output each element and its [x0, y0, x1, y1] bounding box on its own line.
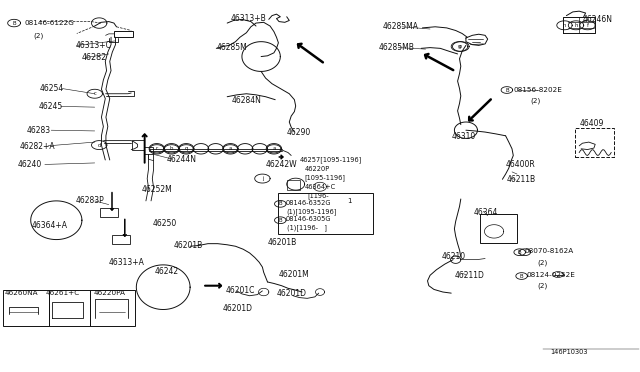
Text: 08124-0252E: 08124-0252E	[526, 272, 575, 278]
Text: 46400R: 46400R	[506, 160, 535, 169]
Text: 08070-8162A: 08070-8162A	[525, 248, 574, 254]
Text: 08146-6122G: 08146-6122G	[24, 20, 74, 26]
Text: a: a	[228, 146, 232, 151]
Text: 46310: 46310	[451, 132, 476, 141]
Text: 46260NA: 46260NA	[5, 290, 39, 296]
Text: 46201D: 46201D	[276, 289, 307, 298]
Text: 146P10303: 146P10303	[550, 349, 588, 355]
Text: 46201D: 46201D	[223, 304, 253, 312]
Text: (1)[1095-1196]: (1)[1095-1196]	[287, 208, 337, 215]
Text: B: B	[520, 273, 524, 279]
Text: 46201M: 46201M	[278, 270, 309, 279]
Text: 46220P: 46220P	[305, 166, 330, 172]
Text: 46201C: 46201C	[225, 286, 255, 295]
Text: (2): (2)	[530, 98, 540, 105]
Text: 46364: 46364	[474, 208, 498, 217]
Text: 46254: 46254	[40, 84, 64, 93]
Text: 46252M: 46252M	[142, 185, 173, 194]
Text: 46242W: 46242W	[266, 160, 297, 169]
Text: q: q	[184, 146, 188, 151]
Text: 46261+C: 46261+C	[46, 290, 81, 296]
Text: d: d	[97, 142, 101, 148]
Text: 46313+A: 46313+A	[109, 258, 145, 267]
Text: 46211B: 46211B	[507, 175, 536, 184]
Text: c: c	[93, 91, 96, 96]
Text: 46201B: 46201B	[268, 238, 297, 247]
Text: 46285M: 46285M	[216, 43, 247, 52]
Text: B: B	[12, 20, 16, 26]
Text: B: B	[518, 250, 522, 255]
Text: 46246N: 46246N	[582, 15, 612, 24]
Text: 46283: 46283	[27, 126, 51, 135]
Text: 46240: 46240	[18, 160, 42, 169]
Text: 46245: 46245	[38, 102, 63, 111]
Text: 46282: 46282	[82, 53, 107, 62]
Text: 46284N: 46284N	[232, 96, 262, 105]
Text: n: n	[563, 23, 566, 28]
Text: 1: 1	[347, 198, 351, 204]
Text: (2): (2)	[538, 259, 548, 266]
Text: 46285MB: 46285MB	[379, 43, 415, 52]
Text: (1)[1196-   ]: (1)[1196- ]	[287, 224, 327, 231]
Text: B: B	[278, 218, 282, 223]
Text: B: B	[278, 201, 282, 206]
Text: 46285MA: 46285MA	[383, 22, 419, 31]
Text: j: j	[262, 176, 263, 181]
Text: 08156-8202E: 08156-8202E	[513, 87, 562, 93]
Text: 46220PA: 46220PA	[94, 290, 126, 296]
Text: 46242: 46242	[155, 267, 179, 276]
Text: g: g	[458, 44, 461, 49]
Text: o: o	[460, 44, 462, 49]
Text: (2): (2)	[33, 32, 44, 39]
Text: B: B	[505, 87, 509, 93]
Text: 46364+C: 46364+C	[305, 184, 336, 190]
Text: 46283P: 46283P	[76, 196, 104, 205]
Text: 08146-6352G: 08146-6352G	[285, 200, 331, 206]
Text: a: a	[272, 146, 276, 151]
Text: 46211D: 46211D	[454, 271, 484, 280]
Text: 46201B: 46201B	[174, 241, 204, 250]
Text: 46409: 46409	[579, 119, 604, 128]
Text: f: f	[587, 23, 588, 28]
Text: 46210: 46210	[442, 252, 466, 261]
Text: 08146-6305G: 08146-6305G	[285, 216, 331, 222]
Text: 46250: 46250	[152, 219, 177, 228]
Text: r: r	[156, 146, 158, 151]
Text: 46313+C: 46313+C	[76, 41, 111, 50]
Text: [1095-1196]: [1095-1196]	[305, 174, 346, 181]
Text: (2): (2)	[538, 282, 548, 289]
Text: 46257[1095-1196]: 46257[1095-1196]	[300, 156, 362, 163]
Text: 46282+A: 46282+A	[19, 142, 55, 151]
Text: b: b	[170, 146, 173, 151]
Text: 46313+B: 46313+B	[230, 14, 266, 23]
Text: 46364+A: 46364+A	[32, 221, 68, 230]
Text: 46244N: 46244N	[166, 155, 196, 164]
Text: 46290: 46290	[287, 128, 311, 137]
Text: [1196-: [1196-	[307, 192, 329, 199]
Text: h: h	[574, 23, 578, 28]
